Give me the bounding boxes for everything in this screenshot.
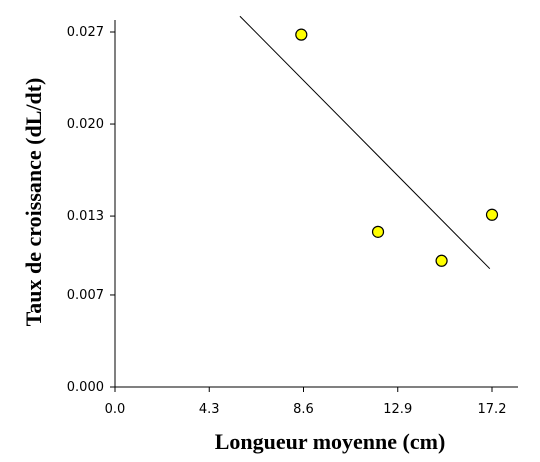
y-tick-label: 0.013 [67,209,104,224]
y-tick-label: 0.000 [67,380,104,395]
y-axis-title: Taux de croissance (dL/dt) [21,78,46,327]
data-points [295,28,499,267]
x-tick-label: 12.9 [383,402,412,417]
y-tick-label: 0.007 [67,288,104,303]
trend-line [239,15,491,270]
data-point [485,208,499,221]
x-axis-title: Longueur moyenne (cm) [215,429,446,454]
y-tick-label: 0.027 [67,25,104,40]
x-tick-label: 17.2 [478,402,507,417]
data-point [371,225,385,238]
data-point [435,254,448,267]
y-tick-label: 0.020 [67,117,104,132]
axes [114,20,518,388]
x-tick-label: 8.6 [293,402,314,417]
y-axis-ticks: 0.000 0.007 0.013 0.020 0.027 [67,25,115,395]
x-tick-label: 4.3 [199,402,220,417]
x-tick-label: 0.0 [105,402,126,417]
x-axis-ticks: 0.0 4.3 8.6 12.9 17.2 [105,387,507,417]
data-point [295,28,308,41]
